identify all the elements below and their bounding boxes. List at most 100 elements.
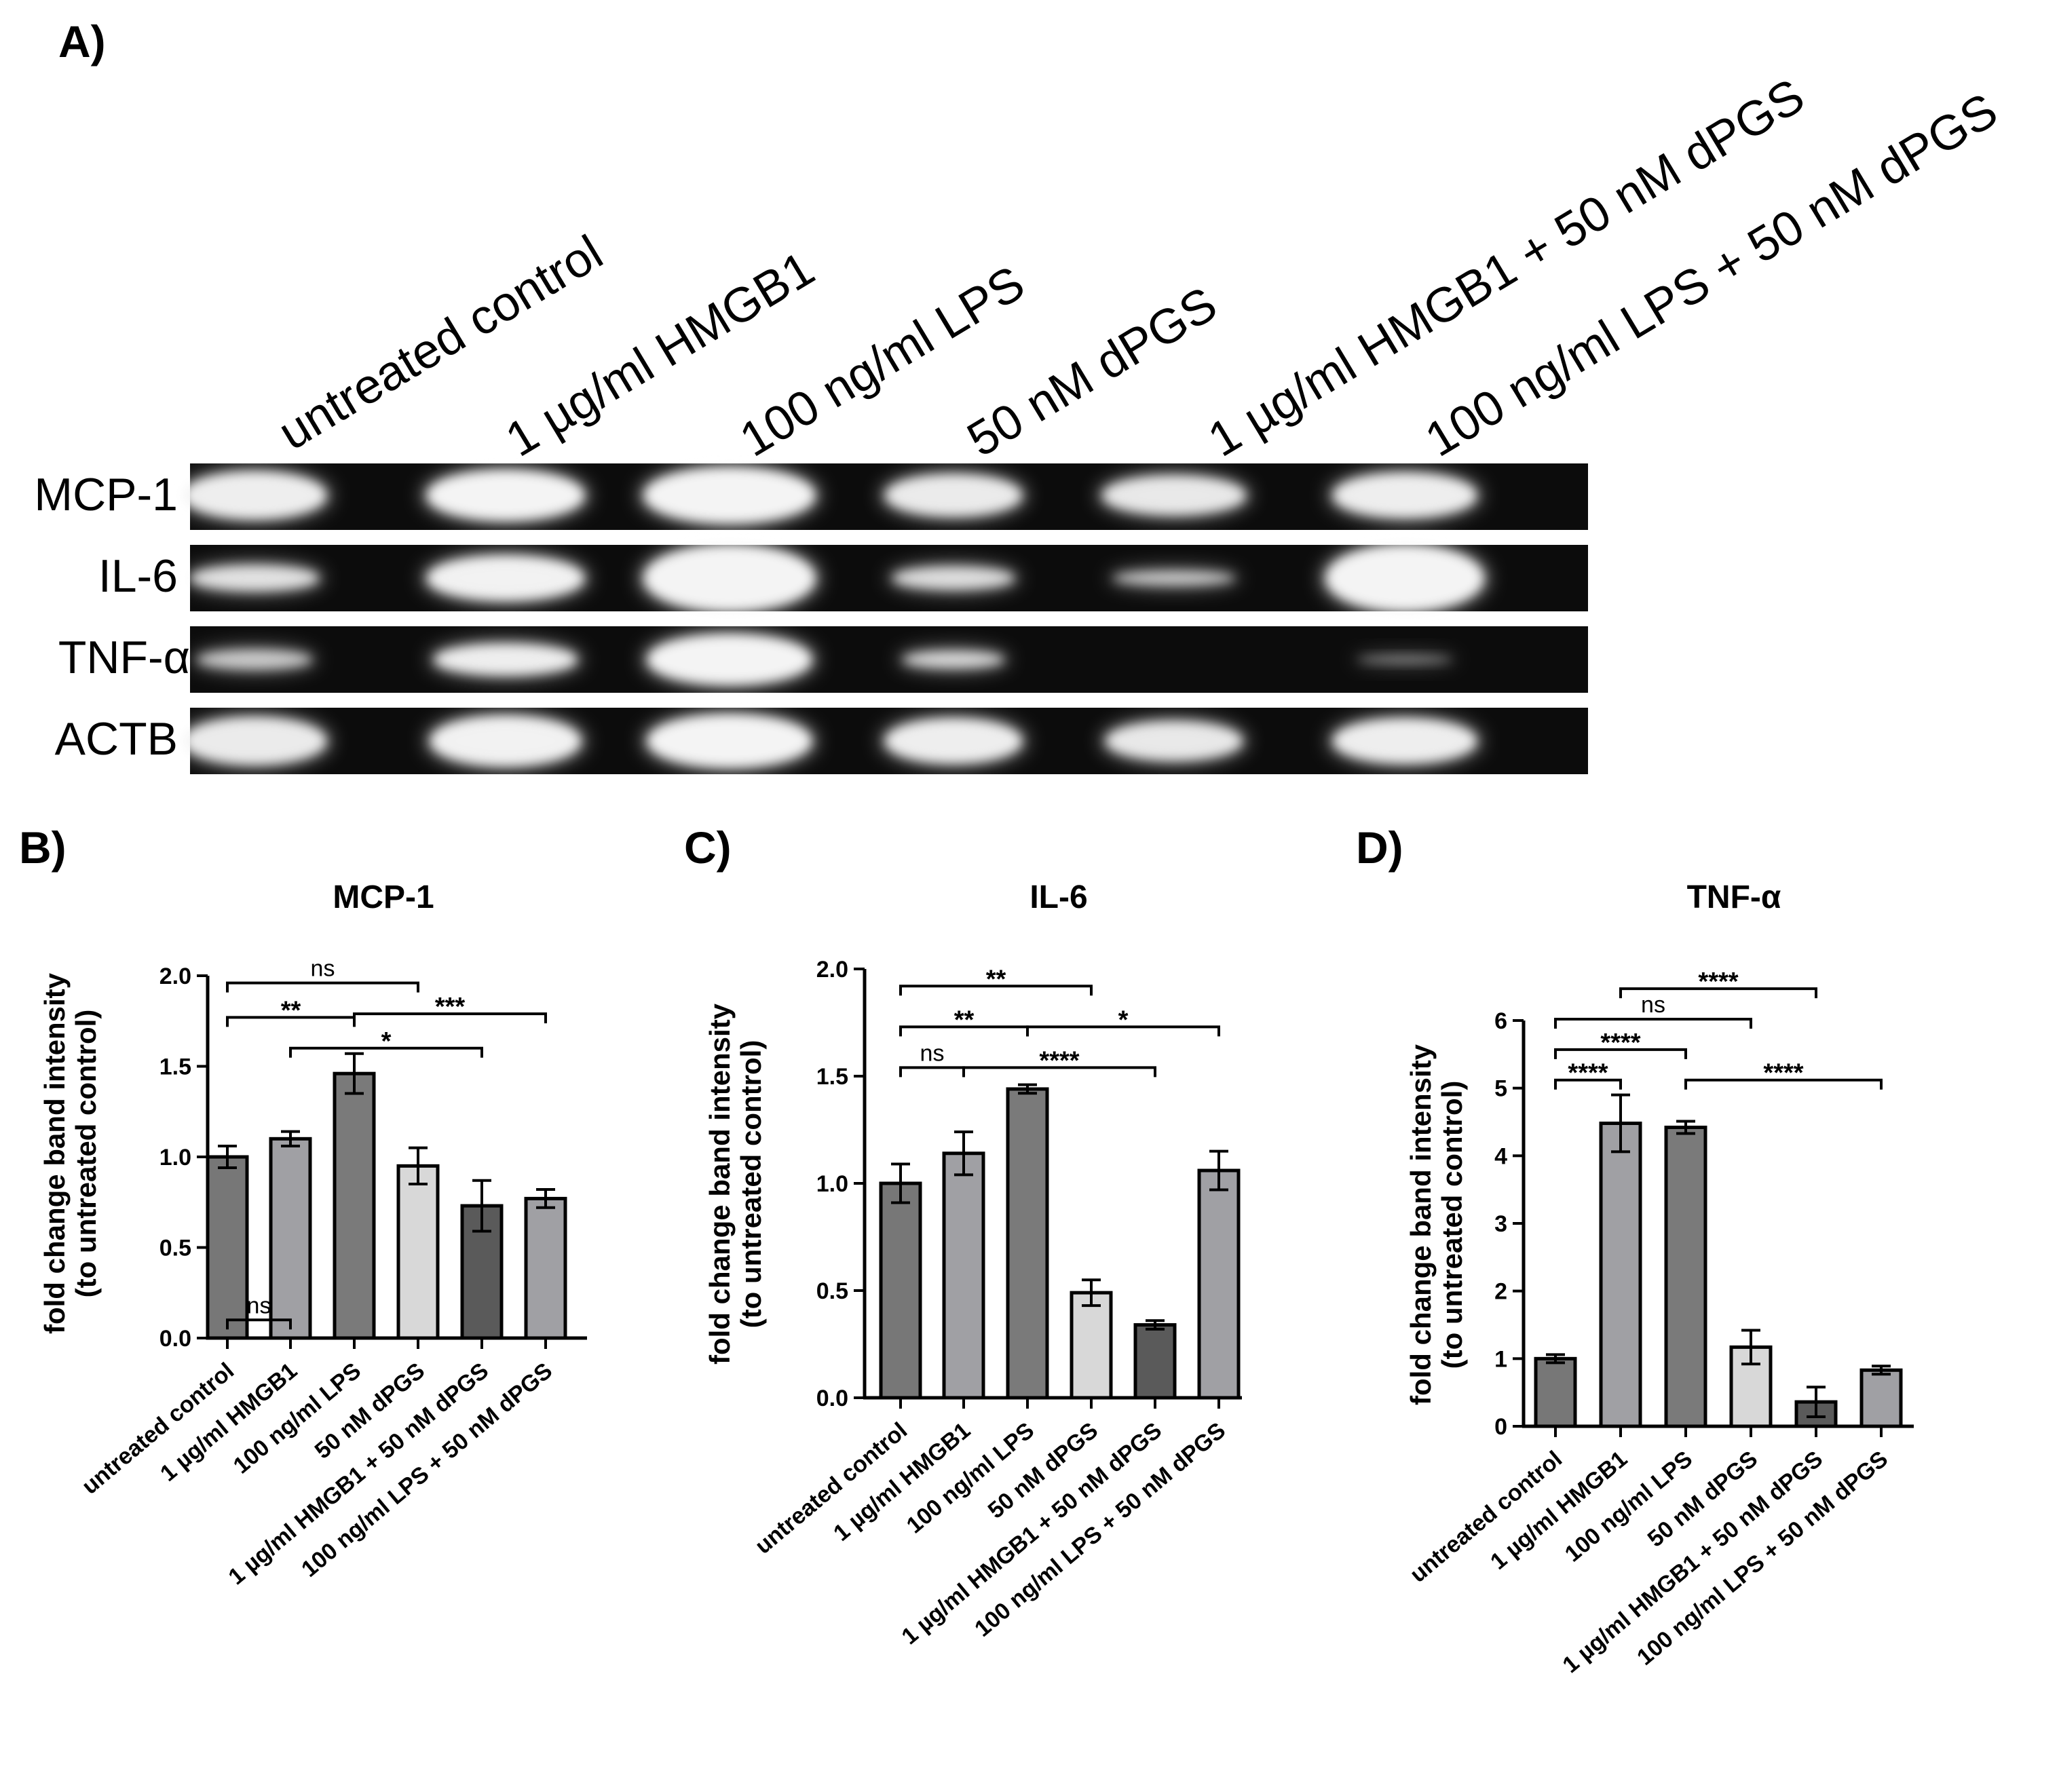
significance-label: ns <box>247 1293 271 1318</box>
gel-row-4 <box>178 708 1588 774</box>
y-tick-label: 1.5 <box>816 1064 848 1090</box>
significance-bracket: * <box>289 1027 483 1058</box>
bracket-line <box>226 1318 292 1330</box>
y-axis-label-line: fold change band intensity <box>39 972 71 1334</box>
y-tick-label: 2.0 <box>159 964 191 989</box>
gel-band <box>1327 546 1483 611</box>
chart-il6: C) IL-6 fold change band intensity(to untr… <box>684 822 1242 1650</box>
bracket-line <box>289 1046 483 1058</box>
bar <box>1006 1087 1049 1400</box>
bracket-line <box>1554 1078 1622 1090</box>
panel-label: D) <box>1356 822 1403 873</box>
y-axis-label-line: fold change band intensity <box>1405 1044 1437 1405</box>
y-tick-label: 0.5 <box>159 1236 191 1261</box>
significance-label: ** <box>954 1006 975 1034</box>
gene-label-mcp1: MCP-1 <box>34 469 178 520</box>
significance-label: ns <box>920 1040 945 1066</box>
y-axis-label: fold change band intensity(to untreated … <box>704 1003 767 1365</box>
y-axis-label: fold change band intensity(to untreated … <box>39 972 102 1334</box>
bar <box>1599 1121 1642 1428</box>
gene-label-tnfa: TNF-α <box>58 632 190 683</box>
lane-labels: untreated control 1 µg/ml HMGB1 100 ng/m… <box>269 69 2007 468</box>
gel-band <box>428 556 584 600</box>
gel-band <box>1106 722 1242 760</box>
gel-band <box>903 651 1004 668</box>
gel-band <box>886 719 1021 763</box>
significance-bracket: ns <box>899 1040 965 1078</box>
gel-band <box>645 546 814 611</box>
y-axis-label-line: (to untreated control) <box>1436 1081 1468 1369</box>
gel-band <box>190 566 319 590</box>
y-tick-label: 3 <box>1494 1211 1507 1237</box>
y-axis-label: fold change band intensity(to untreated … <box>1405 1044 1468 1405</box>
bar <box>1664 1125 1707 1428</box>
significance-bracket: * <box>1026 1006 1220 1037</box>
significance-bracket: **** <box>1619 968 1817 999</box>
gel-band <box>648 635 811 684</box>
panel-a-label: A) <box>58 16 106 66</box>
gene-label-il6: IL-6 <box>98 550 178 602</box>
panel-a: A) untreated control 1 µg/ml HMGB1 100 n… <box>34 16 2007 774</box>
gel-band <box>183 472 326 518</box>
y-tick-label: 4 <box>1494 1143 1507 1169</box>
gel-band <box>1334 474 1476 517</box>
panel-label: B) <box>19 822 67 873</box>
bracket-line <box>1554 1018 1752 1029</box>
bar <box>1070 1291 1113 1400</box>
significance-label: **** <box>1698 968 1738 996</box>
bar <box>333 1071 376 1340</box>
gel-band <box>434 645 577 674</box>
significance-label: **** <box>1039 1046 1079 1075</box>
significance-label: ** <box>281 996 301 1025</box>
bracket-line <box>1684 1078 1883 1090</box>
gel-band <box>1357 655 1452 664</box>
significance-bracket: *** <box>353 993 547 1024</box>
significance-bracket: ns <box>226 956 419 993</box>
significance-label: **** <box>1568 1059 1608 1088</box>
y-tick-label: 1.5 <box>159 1054 191 1080</box>
gel-band <box>886 475 1021 516</box>
bar <box>1534 1356 1577 1428</box>
significance-label: ns <box>311 956 335 982</box>
significance-bracket: ** <box>226 996 356 1027</box>
y-axis-label-line: fold change band intensity <box>704 1003 736 1365</box>
significance-bracket: ** <box>899 965 1093 996</box>
bar <box>942 1151 985 1400</box>
bracket-line <box>899 1066 965 1078</box>
bracket-line <box>1619 987 1817 999</box>
bracket-line <box>1026 1025 1220 1037</box>
gel-band <box>892 567 1015 589</box>
significance-label: **** <box>1600 1029 1640 1057</box>
y-tick-label: 5 <box>1494 1076 1507 1102</box>
bracket-line <box>353 1012 547 1024</box>
gel-band <box>645 468 814 522</box>
bar <box>1133 1323 1177 1400</box>
bracket-line <box>226 981 419 993</box>
gel-band <box>428 471 584 520</box>
gel-band <box>183 718 326 764</box>
chart-tnfa: D) TNF-α fold change band intensity(to unt… <box>1356 822 1914 1678</box>
significance-label: ** <box>986 965 1006 993</box>
bracket-line <box>1554 1048 1687 1059</box>
y-tick-label: 0.5 <box>816 1278 848 1304</box>
bar <box>879 1181 922 1400</box>
gel-image <box>178 463 1588 774</box>
gel-row-2 <box>185 541 1588 615</box>
y-axis-label-line: (to untreated control) <box>70 1010 102 1298</box>
y-tick-label: 1.0 <box>816 1171 848 1197</box>
significance-bracket: **** <box>1554 1059 1622 1090</box>
gel-row-3 <box>190 626 1588 693</box>
significance-bracket: **** <box>962 1046 1156 1078</box>
y-tick-label: 2.0 <box>816 957 848 983</box>
gene-label-actb: ACTB <box>55 713 178 765</box>
y-tick-label: 1 <box>1494 1346 1507 1372</box>
panel-label: C) <box>684 822 732 873</box>
bracket-line <box>962 1066 1156 1078</box>
gene-labels: MCP-1 IL-6 TNF-α ACTB <box>34 469 190 765</box>
chart-title: TNF-α <box>1687 879 1781 915</box>
significance-bracket: ns <box>1554 992 1752 1029</box>
significance-bracket: **** <box>1554 1029 1687 1059</box>
chart-title: MCP-1 <box>333 879 434 915</box>
chart-mcp1: B) MCP-1 fold change band intensity(to unt… <box>19 822 587 1590</box>
